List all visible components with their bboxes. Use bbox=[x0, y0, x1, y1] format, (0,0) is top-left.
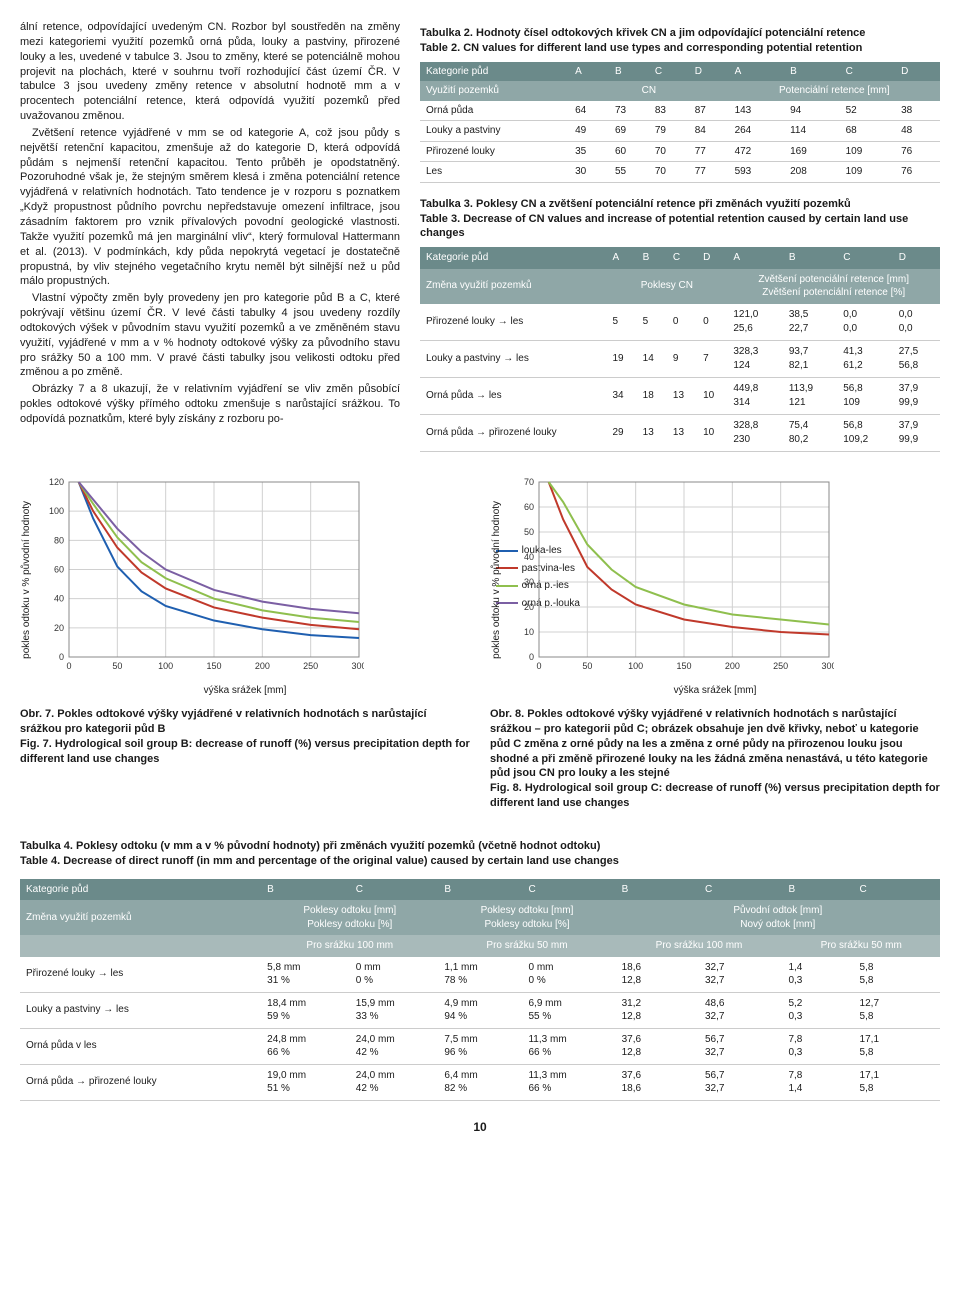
table-row: Orná půda → přirozené louky19,0 mm51 %24… bbox=[20, 1064, 940, 1100]
svg-text:60: 60 bbox=[53, 564, 63, 574]
chart7-cap-en: Fig. 7. Hydrological soil group B: decre… bbox=[20, 738, 470, 765]
svg-text:50: 50 bbox=[582, 661, 592, 671]
svg-text:150: 150 bbox=[676, 661, 691, 671]
chart7-ylabel: pokles odtoku v % původní hodnoty bbox=[20, 477, 34, 682]
table2: Kategorie půdABCDABCD Využití pozemkůCNP… bbox=[420, 62, 940, 183]
table4-cap-cz: Tabulka 4. Poklesy odtoku (v mm a v % pů… bbox=[20, 840, 600, 852]
chart8-cap-en: Fig. 8. Hydrological soil group C: decre… bbox=[490, 782, 940, 809]
table3: Kategorie půdABCDABCD Změna využití poze… bbox=[420, 247, 940, 452]
table2-caption: Tabulka 2. Hodnoty čísel odtokových křiv… bbox=[420, 26, 940, 56]
svg-text:60: 60 bbox=[523, 502, 533, 512]
svg-text:300: 300 bbox=[821, 661, 834, 671]
svg-text:20: 20 bbox=[53, 623, 63, 633]
svg-text:150: 150 bbox=[206, 661, 221, 671]
chart8-caption: Obr. 8. Pokles odtokové výšky vyjádřené … bbox=[490, 707, 940, 811]
table4-hdr3: Pro srážku 100 mmPro srážku 50 mmPro srá… bbox=[20, 935, 940, 957]
para-3: Vlastní výpočty změn byly provedeny jen … bbox=[20, 291, 400, 380]
svg-text:50: 50 bbox=[523, 527, 533, 537]
svg-text:80: 80 bbox=[53, 535, 63, 545]
table-row: Orná půda v les24,8 mm66 %24,0 mm42 %7,5… bbox=[20, 1028, 940, 1064]
table-row: Louky a pastviny496979842641146848 bbox=[420, 121, 940, 142]
table3-cap-cz: Tabulka 3. Poklesy CN a zvětšení potenci… bbox=[420, 198, 851, 210]
top-columns: ální retence, odpovídající uvedeným CN. … bbox=[20, 20, 940, 452]
body-left: ální retence, odpovídající uvedeným CN. … bbox=[20, 20, 400, 452]
table2-hdr2: Využití pozemkůCNPotenciální retence [mm… bbox=[420, 81, 940, 101]
svg-text:70: 70 bbox=[523, 477, 533, 487]
chart7-caption: Obr. 7. Pokles odtokové výšky vyjádřené … bbox=[20, 707, 470, 766]
table2-cap-en: Table 2. CN values for different land us… bbox=[420, 42, 862, 54]
table-row: Přirozené louky → les5500121,025,638,522… bbox=[420, 304, 940, 341]
chart8-ylabel: pokles odtoku v % původní hodnoty bbox=[490, 477, 504, 682]
table-row: Orná půda → přirozené louky29131310328,8… bbox=[420, 414, 940, 451]
svg-text:50: 50 bbox=[112, 661, 122, 671]
svg-text:100: 100 bbox=[628, 661, 643, 671]
chart8-xlabel: výška srážek [mm] bbox=[490, 684, 940, 698]
table3-hdr2: Změna využití pozemkůPoklesy CNZvětšení … bbox=[420, 269, 940, 304]
chart7-xlabel: výška srážek [mm] bbox=[20, 684, 470, 698]
chart8-cap-cz: Obr. 8. Pokles odtokové výšky vyjádřené … bbox=[490, 708, 928, 779]
charts-row: pokles odtoku v % původní hodnoty 050100… bbox=[20, 477, 940, 815]
table4-hdr1: Kategorie půdBCBCBCBC bbox=[20, 879, 940, 901]
svg-text:40: 40 bbox=[523, 552, 533, 562]
table-row: Přirozené louky3560707747216910976 bbox=[420, 141, 940, 162]
table2-hdr1: Kategorie půdABCDABCD bbox=[420, 62, 940, 82]
table-row: Les3055707759320810976 bbox=[420, 162, 940, 183]
svg-text:100: 100 bbox=[48, 506, 63, 516]
svg-text:300: 300 bbox=[351, 661, 364, 671]
table2-cap-cz: Tabulka 2. Hodnoty čísel odtokových křiv… bbox=[420, 27, 865, 39]
table4-hdr2: Změna využití pozemkůPoklesy odtoku [mm]… bbox=[20, 900, 940, 935]
svg-text:0: 0 bbox=[58, 652, 63, 662]
para-4: Obrázky 7 a 8 ukazují, že v relativním v… bbox=[20, 382, 400, 427]
table4: Kategorie půdBCBCBCBC Změna využití poze… bbox=[20, 879, 940, 1101]
svg-text:0: 0 bbox=[66, 661, 71, 671]
chart8-block: pokles odtoku v % původní hodnoty 050100… bbox=[490, 477, 940, 815]
para-1: ální retence, odpovídající uvedeným CN. … bbox=[20, 20, 400, 124]
page: ální retence, odpovídající uvedeným CN. … bbox=[20, 20, 940, 1135]
table3-caption: Tabulka 3. Poklesy CN a zvětšení potenci… bbox=[420, 197, 940, 242]
svg-text:200: 200 bbox=[254, 661, 269, 671]
right-column: Tabulka 2. Hodnoty čísel odtokových křiv… bbox=[420, 20, 940, 452]
page-number: 10 bbox=[20, 1119, 940, 1135]
svg-text:250: 250 bbox=[303, 661, 318, 671]
table3-cap-en: Table 3. Decrease of CN values and incre… bbox=[420, 213, 908, 240]
chart7-svg: 0 50 100 150 200 250 300 0 20 40 60 80 100 120 bbox=[34, 477, 364, 677]
table4-cap-en: Table 4. Decrease of direct runoff (in m… bbox=[20, 855, 619, 867]
chart7-block: pokles odtoku v % původní hodnoty 0 50 100… bbox=[20, 477, 470, 771]
table-row: Louky a pastviny → les18,4 mm59 %15,9 mm… bbox=[20, 992, 940, 1028]
svg-text:200: 200 bbox=[724, 661, 739, 671]
table4-caption: Tabulka 4. Poklesy odtoku (v mm a v % pů… bbox=[20, 839, 940, 869]
chart8-svg: 0 50 100 150 200 250 300 0 10 20 30 40 50 60 70 bbox=[504, 477, 834, 677]
table-row: Louky a pastviny → les191497328,312493,7… bbox=[420, 340, 940, 377]
svg-text:0: 0 bbox=[536, 661, 541, 671]
svg-text:0: 0 bbox=[528, 652, 533, 662]
svg-text:40: 40 bbox=[53, 593, 63, 603]
svg-text:20: 20 bbox=[523, 602, 533, 612]
svg-text:120: 120 bbox=[48, 477, 63, 487]
table-row: Přirozené louky → les5,8 mm31 %0 mm0 %1,… bbox=[20, 957, 940, 993]
table3-hdr1: Kategorie půdABCDABCD bbox=[420, 247, 940, 269]
table-row: Orná půda → les34181310449,8314113,91215… bbox=[420, 377, 940, 414]
chart7-cap-cz: Obr. 7. Pokles odtokové výšky vyjádřené … bbox=[20, 708, 427, 735]
svg-text:250: 250 bbox=[773, 661, 788, 671]
svg-text:30: 30 bbox=[523, 577, 533, 587]
table-row: Orná půda64738387143945238 bbox=[420, 101, 940, 121]
svg-text:100: 100 bbox=[158, 661, 173, 671]
para-2: Zvětšení retence vyjádřené v mm se od ka… bbox=[20, 126, 400, 289]
svg-text:10: 10 bbox=[523, 627, 533, 637]
